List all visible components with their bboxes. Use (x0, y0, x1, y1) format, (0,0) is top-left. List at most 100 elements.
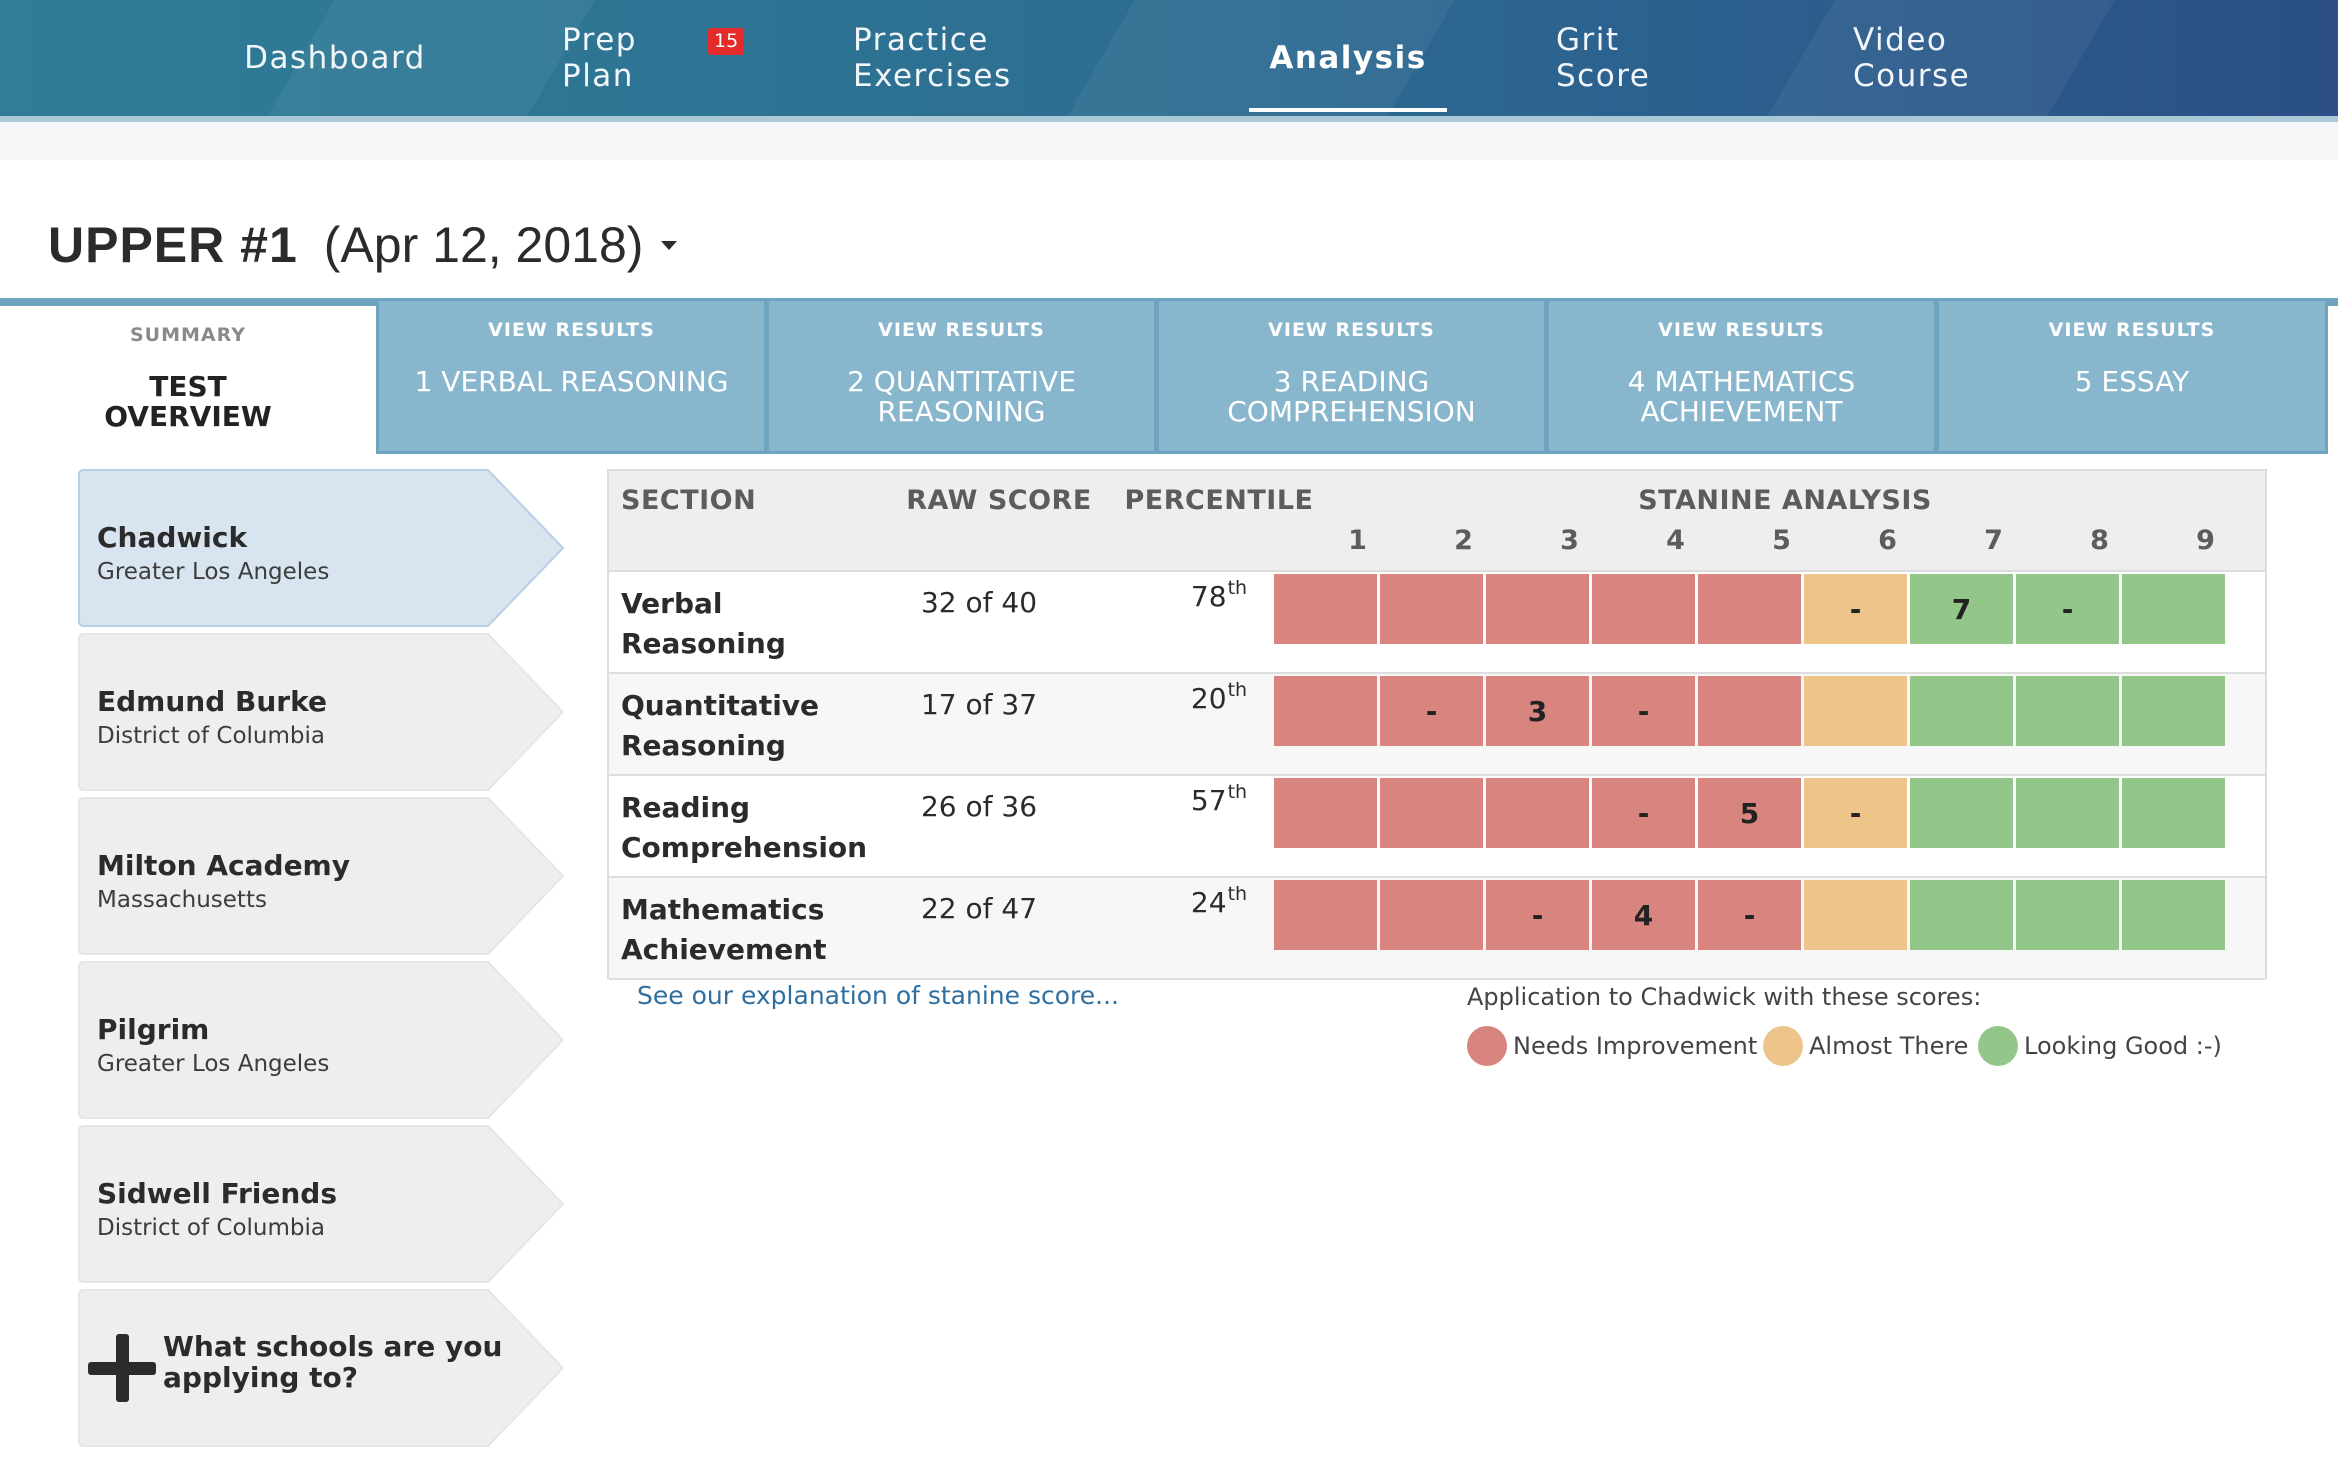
stanine-cell: 7 (1910, 574, 2013, 644)
nav-grit-score-label: Grit Score (1556, 22, 1651, 94)
add-school-button[interactable]: What schools are you applying to? (78, 1289, 564, 1447)
school-name: Pilgrim (97, 1013, 210, 1046)
header-raw-score: RAW SCORE (906, 485, 1092, 516)
legend-almost-there: Almost There (1763, 1026, 1968, 1066)
legend-needs-improvement: Needs Improvement (1467, 1026, 1757, 1066)
stanine-cell: - (1698, 880, 1801, 950)
test-selector[interactable]: UPPER #1 (Apr 12, 2018) (48, 216, 678, 288)
legend-looking-good: Looking Good :-) (1978, 1026, 2222, 1066)
nav-video-course[interactable]: Video Course (1853, 0, 2065, 116)
nav-bottom-strip (0, 116, 2338, 122)
tab-test-overview[interactable]: SUMMARY TEST OVERVIEW (0, 306, 376, 454)
table-row: Mathematics Achievement 22 of 47 24th -4- (609, 878, 2265, 980)
school-location: District of Columbia (97, 723, 325, 749)
subheader-bar (0, 122, 2338, 160)
stanine-explanation-link[interactable]: See our explanation of stanine score... (637, 981, 1119, 1010)
percentile-value: 57 (1190, 784, 1227, 817)
stanine-cell: - (2016, 574, 2119, 644)
section-name: Mathematics Achievement (621, 893, 827, 966)
stanine-cell (1698, 676, 1801, 746)
tab-mathematics-achievement[interactable]: VIEW RESULTS 4 MATHEMATICS ACHIEVEMENT (1546, 298, 1937, 454)
stanine-cell: 3 (1486, 676, 1589, 746)
percentile-suffix: th (1227, 679, 1248, 701)
nav-analysis-label: Analysis (1269, 40, 1427, 76)
nav-analysis[interactable]: Analysis (1249, 0, 1447, 116)
tab-kicker: SUMMARY (130, 324, 246, 346)
results-tabs: SUMMARY TEST OVERVIEW VIEW RESULTS 1 VER… (0, 298, 2338, 454)
school-item-edmund-burke[interactable]: Edmund Burke District of Columbia (78, 633, 564, 791)
stanine-cell (1486, 778, 1589, 848)
stanine-cell (1910, 676, 2013, 746)
stanine-cell (1274, 676, 1377, 746)
stanine-number: 8 (2090, 525, 2109, 556)
percentile-value: 24 (1190, 886, 1227, 919)
school-location: Massachusetts (97, 887, 267, 913)
school-name: Edmund Burke (97, 685, 327, 718)
stanine-number: 3 (1560, 525, 1579, 556)
stanine-cell: 4 (1592, 880, 1695, 950)
tab-kicker: VIEW RESULTS (2048, 319, 2216, 341)
stanine-cell (1380, 778, 1483, 848)
tab-kicker: VIEW RESULTS (1268, 319, 1435, 341)
stanine-cell: - (1804, 574, 1907, 644)
stanine-cell (2016, 676, 2119, 746)
tab-quantitative-reasoning[interactable]: VIEW RESULTS 2 QUANTITATIVE REASONING (766, 298, 1157, 454)
school-location: Greater Los Angeles (97, 1051, 330, 1077)
school-name: Chadwick (97, 521, 248, 554)
school-arrow-shape (78, 797, 564, 955)
stanine-cell (2016, 778, 2119, 848)
school-item-milton-academy[interactable]: Milton Academy Massachusetts (78, 797, 564, 955)
percentile: 78th (1089, 577, 1349, 613)
stanine-number: 1 (1348, 525, 1367, 556)
stanine-cell (1274, 880, 1377, 950)
nav-practice-exercises[interactable]: Practice Exercises (853, 0, 1137, 116)
raw-score: 26 of 36 (920, 790, 1038, 823)
stanine-number: 7 (1984, 525, 2003, 556)
school-item-sidwell-friends[interactable]: Sidwell Friends District of Columbia (78, 1125, 564, 1283)
table-row: Quantitative Reasoning 17 of 37 20th -3- (609, 674, 2265, 776)
tab-kicker: VIEW RESULTS (488, 319, 655, 341)
tab-kicker: VIEW RESULTS (1658, 319, 1825, 341)
tab-essay[interactable]: VIEW RESULTS 5 ESSAY (1936, 298, 2328, 454)
stanine-number: 4 (1666, 525, 1685, 556)
percentile-value: 78 (1190, 580, 1227, 613)
header-percentile: PERCENTILE (1124, 485, 1314, 516)
stanine-cell (2016, 880, 2119, 950)
percentile-suffix: th (1227, 883, 1248, 905)
stanine-cell (2122, 880, 2225, 950)
stanine-cell: - (1804, 778, 1907, 848)
nav-video-course-label: Video Course (1853, 22, 1971, 94)
stanine-cell (2122, 778, 2225, 848)
nav-dashboard[interactable]: Dashboard (244, 0, 424, 116)
test-date: (Apr 12, 2018) (323, 217, 644, 273)
nav-prep-plan[interactable]: Prep Plan 15 (562, 0, 745, 116)
stanine-cell (1380, 880, 1483, 950)
legend-label: Almost There (1809, 1032, 1969, 1060)
caret-down-icon (661, 241, 678, 250)
stanine-cell: - (1592, 676, 1695, 746)
nav-grit-score[interactable]: Grit Score (1556, 0, 1716, 116)
stanine-cell: - (1592, 778, 1695, 848)
add-school-label: What schools are you applying to? (163, 1330, 503, 1394)
stanine-cell: 5 (1698, 778, 1801, 848)
stanine-cell: - (1486, 880, 1589, 950)
legend-dot-red (1467, 1026, 1507, 1066)
stanine-cell (1804, 880, 1907, 950)
percentile: 57th (1089, 781, 1349, 817)
tab-reading-comprehension[interactable]: VIEW RESULTS 3 READING COMPREHENSION (1156, 298, 1547, 454)
school-item-pilgrim[interactable]: Pilgrim Greater Los Angeles (78, 961, 564, 1119)
legend-caption: Application to Chadwick with these score… (1467, 983, 1982, 1011)
tab-verbal-reasoning[interactable]: VIEW RESULTS 1 VERBAL REASONING (376, 298, 767, 454)
raw-score: 22 of 47 (920, 892, 1038, 925)
top-navigation: Dashboard Prep Plan 15 Practice Exercise… (0, 0, 2338, 116)
stanine-number: 9 (2196, 525, 2215, 556)
tab-kicker: VIEW RESULTS (878, 319, 1045, 341)
raw-score: 32 of 40 (920, 586, 1038, 619)
section-name: Verbal Reasoning (621, 587, 786, 660)
stanine-cell (1380, 574, 1483, 644)
legend-dot-green (1978, 1026, 2018, 1066)
tab-label: 1 VERBAL REASONING (414, 365, 729, 398)
school-item-chadwick[interactable]: Chadwick Greater Los Angeles (78, 469, 564, 627)
stanine-cell (2122, 676, 2225, 746)
stanine-cell (1274, 778, 1377, 848)
